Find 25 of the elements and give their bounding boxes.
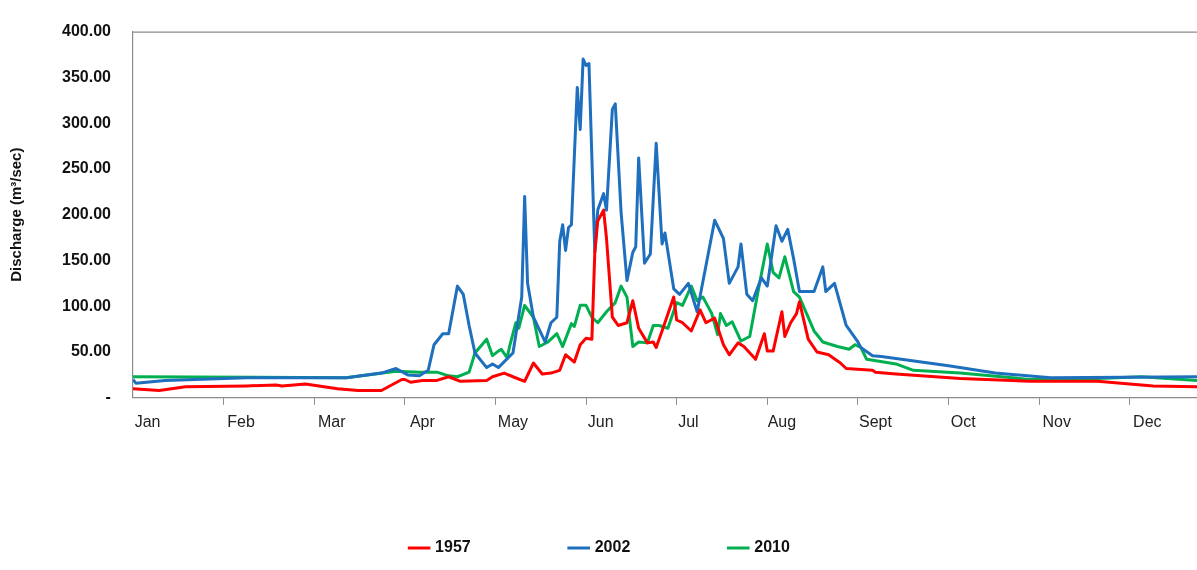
x-tick-label: Apr <box>409 412 436 430</box>
x-tick-label: Jun <box>587 412 614 430</box>
x-tick-label: Sept <box>858 412 893 430</box>
y-axis-title: Discharge (m³/sec) <box>7 147 25 282</box>
legend-label: 2010 <box>754 538 790 556</box>
x-tick-label: Jan <box>134 412 161 430</box>
y-tick-label: 250.00 <box>62 159 112 177</box>
x-tick-label: May <box>497 412 529 430</box>
y-tick-label: 300.00 <box>62 113 112 131</box>
y-tick-label: 50.00 <box>70 342 112 360</box>
x-tick-label: Aug <box>767 412 797 430</box>
x-tick-label: Dec <box>1133 412 1162 430</box>
legend-label: 2002 <box>594 538 631 556</box>
y-tick-label: 400.00 <box>62 22 112 40</box>
y-tick-label: 150.00 <box>62 250 112 268</box>
y-tick-label: 350.00 <box>62 67 112 85</box>
x-tick-label: Feb <box>227 412 255 430</box>
y-tick-label: - <box>105 388 111 406</box>
x-tick-label: Nov <box>1042 412 1071 430</box>
legend-label: 1957 <box>435 538 471 556</box>
x-tick-label: Mar <box>317 412 347 430</box>
y-tick-label: 200.00 <box>62 205 112 223</box>
x-tick-label: Oct <box>950 412 977 430</box>
y-tick-label: 100.00 <box>62 296 112 314</box>
x-tick-label: Jul <box>678 412 699 430</box>
